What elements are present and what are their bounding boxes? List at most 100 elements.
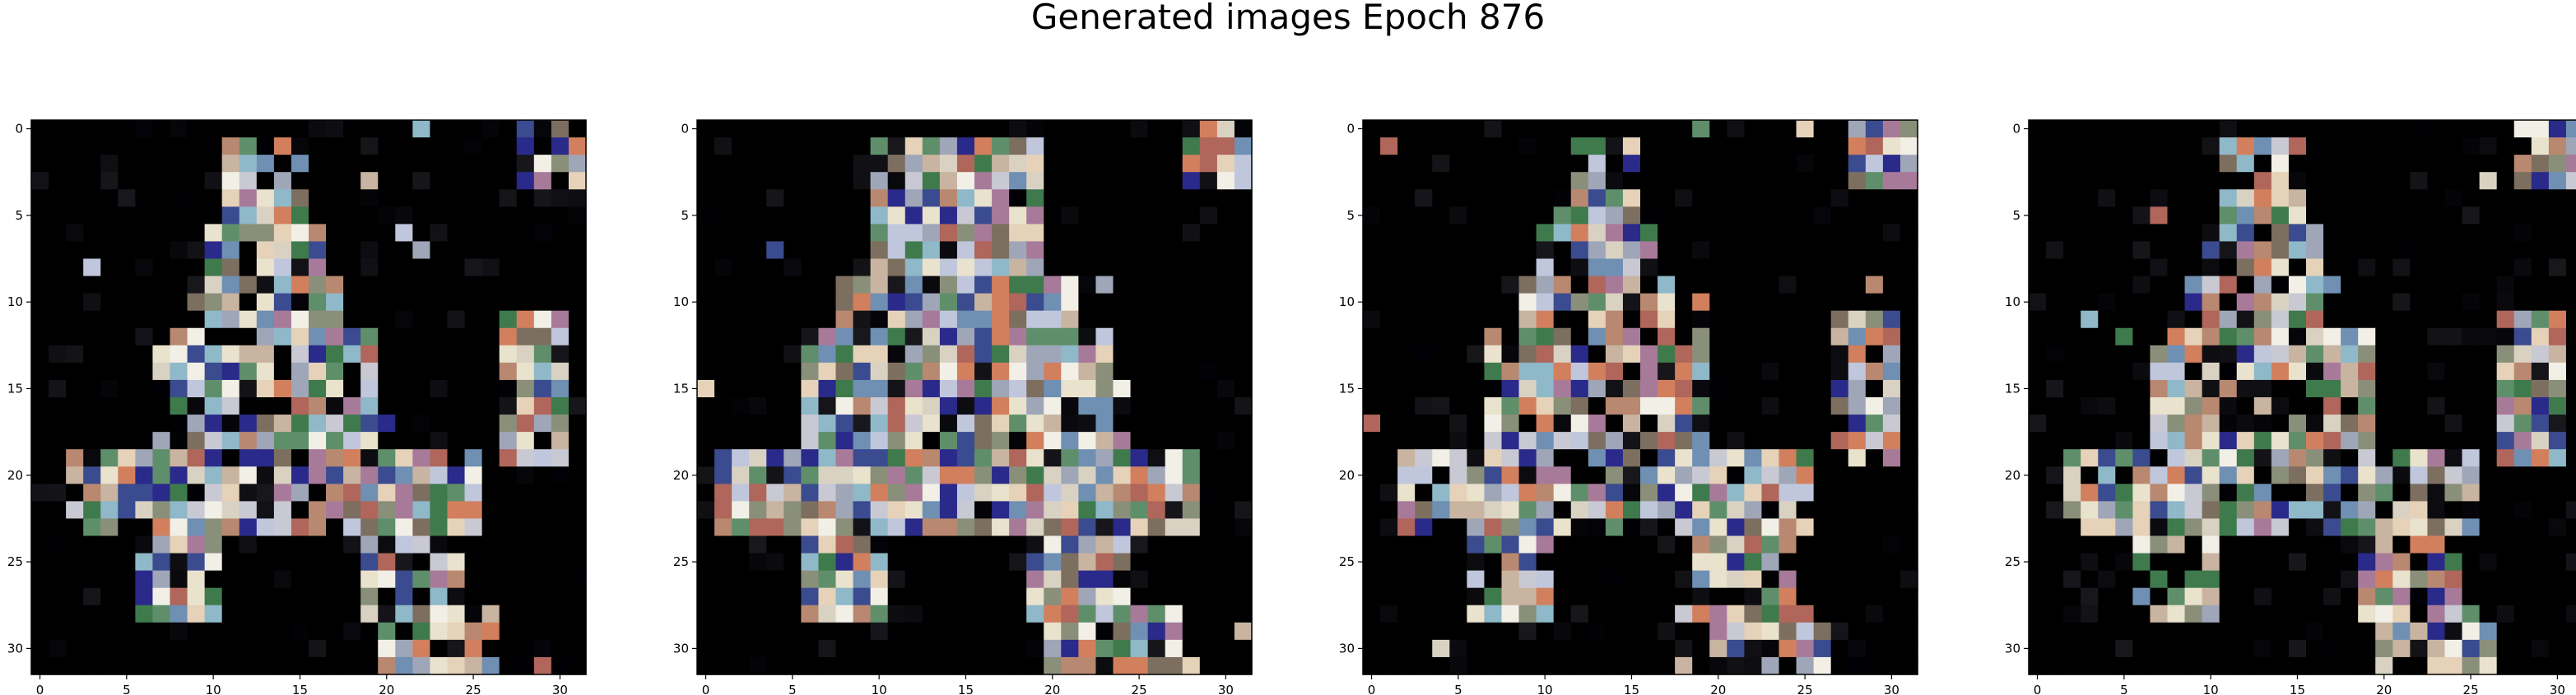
pixel-1-1-17 bbox=[326, 137, 344, 155]
pixel-4-2-3 bbox=[2081, 155, 2099, 173]
pixel-2-13-24 bbox=[1113, 345, 1132, 364]
pixel-4-17-0 bbox=[2029, 415, 2047, 433]
pixel-1-6-12 bbox=[239, 224, 258, 243]
pixel-3-27-9 bbox=[1518, 587, 1537, 606]
pixel-2-22-30 bbox=[1216, 501, 1235, 520]
pixel-1-19-27 bbox=[499, 449, 518, 467]
pixel-4-0-7 bbox=[2150, 120, 2169, 138]
pixel-3-31-0 bbox=[1363, 656, 1381, 675]
pixel-1-2-28 bbox=[516, 155, 535, 173]
pixel-4-12-0 bbox=[2029, 327, 2047, 346]
pixel-4-7-13 bbox=[2253, 241, 2272, 260]
pixel-1-9-5 bbox=[118, 276, 136, 294]
pixel-3-6-31 bbox=[1899, 224, 1918, 243]
pixel-1-8-30 bbox=[551, 258, 570, 277]
pixel-1-27-5 bbox=[118, 587, 136, 606]
pixel-4-27-31 bbox=[2565, 587, 2576, 606]
pixel-2-26-16 bbox=[974, 570, 993, 589]
pixel-4-31-5 bbox=[2115, 656, 2133, 675]
pixel-2-3-5 bbox=[783, 172, 802, 190]
pixel-4-28-30 bbox=[2548, 605, 2567, 623]
pixel-1-7-26 bbox=[481, 241, 500, 260]
pixel-1-20-2 bbox=[66, 466, 84, 484]
pixel-1-11-30 bbox=[551, 310, 570, 329]
pixel-2-20-31 bbox=[1234, 466, 1253, 484]
pixel-2-23-14 bbox=[939, 518, 958, 537]
pixel-2-14-2 bbox=[732, 362, 750, 381]
pixel-2-7-9 bbox=[853, 241, 872, 260]
pixel-2-31-31 bbox=[1234, 656, 1253, 675]
pixel-2-26-3 bbox=[749, 570, 767, 589]
pixel-2-3-10 bbox=[870, 172, 889, 190]
pixel-2-22-0 bbox=[697, 501, 715, 520]
pixel-2-13-2 bbox=[732, 345, 750, 364]
pixel-3-27-28 bbox=[1848, 587, 1867, 606]
pixel-1-3-0 bbox=[31, 172, 49, 190]
pixel-2-29-23 bbox=[1095, 622, 1114, 641]
pixel-1-10-3 bbox=[83, 293, 101, 312]
pixel-1-11-7 bbox=[152, 310, 171, 329]
pixel-1-7-13 bbox=[256, 241, 275, 260]
pixel-1-30-19 bbox=[360, 639, 379, 658]
pixel-4-25-16 bbox=[2306, 553, 2324, 572]
pixel-3-0-5 bbox=[1449, 120, 1467, 138]
pixel-1-15-24 bbox=[447, 379, 466, 398]
pixel-3-30-30 bbox=[1882, 639, 1901, 658]
pixel-4-2-13 bbox=[2253, 155, 2272, 173]
pixel-3-5-0 bbox=[1363, 206, 1381, 225]
pixel-2-14-14 bbox=[939, 362, 958, 381]
pixel-1-6-30 bbox=[551, 224, 570, 243]
pixel-4-4-13 bbox=[2253, 189, 2272, 207]
pixel-2-0-7 bbox=[818, 120, 837, 138]
pixel-4-23-31 bbox=[2565, 518, 2576, 537]
pixel-1-6-1 bbox=[49, 224, 67, 243]
pixel-4-2-5 bbox=[2115, 155, 2133, 173]
pixel-2-2-21 bbox=[1061, 155, 1079, 173]
pixel-1-2-8 bbox=[170, 155, 188, 173]
pixel-4-0-27 bbox=[2496, 120, 2515, 138]
pixel-4-25-9 bbox=[2184, 553, 2203, 572]
pixel-1-13-12 bbox=[239, 345, 258, 364]
pixel-4-1-8 bbox=[2167, 137, 2186, 155]
pixel-3-2-19 bbox=[1692, 155, 1710, 173]
pixel-4-26-1 bbox=[2046, 570, 2064, 589]
pixel-4-30-6 bbox=[2132, 639, 2151, 658]
pixel-3-9-27 bbox=[1830, 276, 1849, 294]
pixel-2-11-0 bbox=[697, 310, 715, 329]
pixel-3-29-22 bbox=[1744, 622, 1763, 641]
pixel-3-14-1 bbox=[1380, 362, 1398, 381]
pixel-1-18-8 bbox=[170, 432, 188, 450]
pixel-1-1-4 bbox=[100, 137, 119, 155]
pixel-1-13-16 bbox=[309, 345, 327, 364]
pixel-1-5-7 bbox=[152, 206, 171, 225]
pixel-1-19-19 bbox=[360, 449, 379, 467]
pixel-4-24-24 bbox=[2444, 535, 2463, 554]
pixel-3-8-0 bbox=[1363, 258, 1381, 277]
pixel-2-25-0 bbox=[697, 553, 715, 572]
pixel-2-4-24 bbox=[1113, 189, 1132, 207]
pixel-3-14-6 bbox=[1467, 362, 1486, 381]
pixel-3-31-30 bbox=[1882, 656, 1901, 675]
pixel-2-31-3 bbox=[749, 656, 767, 675]
pixel-3-8-31 bbox=[1899, 258, 1918, 277]
pixel-4-4-5 bbox=[2115, 189, 2133, 207]
pixel-1-29-4 bbox=[100, 622, 119, 641]
pixel-3-14-12 bbox=[1570, 362, 1589, 381]
pixel-3-7-6 bbox=[1467, 241, 1486, 260]
pixel-1-28-13 bbox=[256, 605, 275, 623]
pixel-4-23-29 bbox=[2531, 518, 2550, 537]
pixel-4-8-23 bbox=[2427, 258, 2446, 277]
pixel-2-25-31 bbox=[1234, 553, 1253, 572]
pixel-2-23-10 bbox=[870, 518, 889, 537]
pixel-2-20-16 bbox=[974, 466, 993, 484]
pixel-1-15-17 bbox=[326, 379, 344, 398]
pixel-1-22-19 bbox=[360, 501, 379, 520]
pixel-1-16-13 bbox=[256, 397, 275, 415]
pixel-1-24-28 bbox=[516, 535, 535, 554]
pixel-4-21-6 bbox=[2132, 484, 2151, 502]
pixel-1-26-1 bbox=[49, 570, 67, 589]
pixel-1-10-22 bbox=[412, 293, 431, 312]
pixel-2-24-9 bbox=[853, 535, 872, 554]
pixel-4-24-29 bbox=[2531, 535, 2550, 554]
pixel-2-2-29 bbox=[1199, 155, 1218, 173]
